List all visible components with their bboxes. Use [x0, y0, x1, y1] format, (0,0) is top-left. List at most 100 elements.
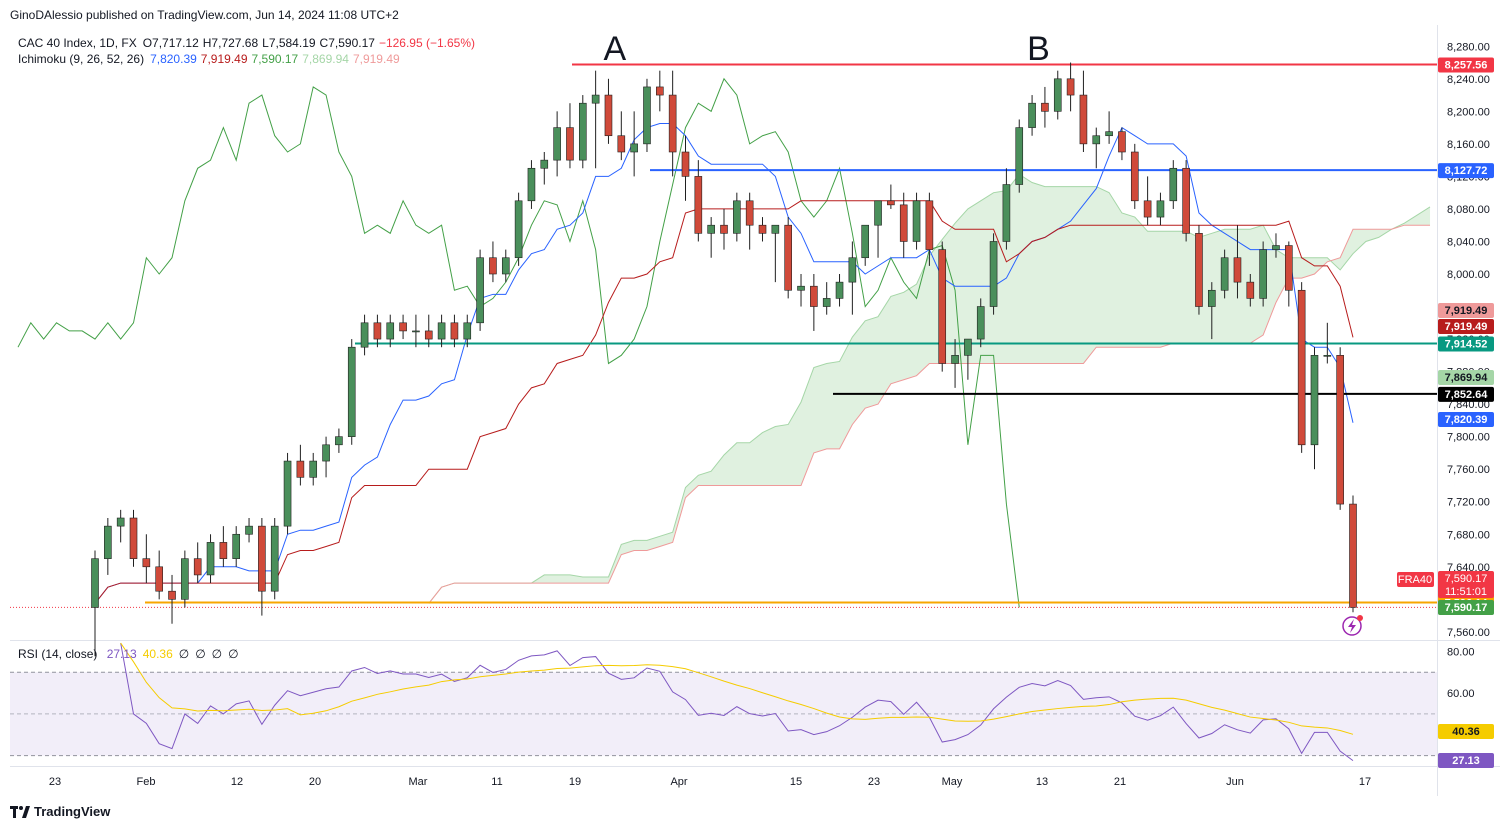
time-tick-label: 17 — [1359, 776, 1371, 788]
candle-body — [1169, 167, 1178, 202]
candle-body — [1092, 135, 1101, 145]
candle-body — [1143, 200, 1152, 218]
candle-body — [591, 94, 600, 104]
chart-legend: CAC 40 Index, 1D, FX O7,717.12 H7,727.68… — [18, 35, 479, 67]
low-value: L7,584.19 — [262, 36, 316, 50]
footer-logo[interactable]: TradingView — [10, 804, 110, 819]
ichimoku-value-3: 7,869.94 — [302, 52, 349, 66]
symbol-badge-text: FRA40 — [1398, 574, 1432, 586]
candle-body — [155, 566, 163, 592]
price-badge: 7,919.49 — [1438, 319, 1494, 334]
price-tick-label: 8,040.00 — [1447, 236, 1490, 248]
candle-body — [720, 224, 728, 234]
level-badge: 8,127.72 — [1438, 163, 1494, 179]
price-tick-label: 8,280.00 — [1447, 41, 1490, 53]
level-badge-text: 8,257.56 — [1445, 60, 1488, 72]
rsi-ma-line — [120, 642, 1354, 735]
ichimoku-cloud — [428, 174, 1431, 604]
candle-body — [964, 338, 972, 356]
price-badge-text: 7,820.39 — [1445, 414, 1488, 426]
price-badge-bg — [1438, 319, 1494, 334]
price-badge: 7,820.39 — [1438, 412, 1494, 427]
rsi-badge-bg — [1438, 753, 1494, 768]
time-tick-label: 20 — [309, 776, 321, 788]
price-tick-label: 7,760.00 — [1447, 464, 1490, 476]
level-badge: 7,914.52 — [1438, 336, 1494, 352]
candle-body — [1285, 245, 1293, 291]
last-price-text: 7,590.17 — [1445, 573, 1488, 585]
price-tick-label: 7,640.00 — [1447, 562, 1490, 574]
publisher-note: GinoDAlessio published on TradingView.co… — [10, 8, 399, 22]
candle-body — [1105, 131, 1113, 137]
ichimoku-label[interactable]: Ichimoku (9, 26, 52, 26) — [18, 52, 145, 66]
candle-body — [1310, 355, 1319, 446]
symbol-label[interactable]: CAC 40 Index, 1D, FX — [18, 36, 137, 50]
time-tick-label: Feb — [137, 776, 156, 788]
candle-body — [1233, 257, 1242, 283]
candle-body — [373, 322, 382, 340]
candle-body — [1207, 289, 1216, 307]
candle-body — [527, 167, 536, 202]
candle-body — [1272, 245, 1280, 250]
level-badge-bg — [1438, 163, 1494, 179]
rsi-label[interactable]: RSI (14, close) — [18, 647, 98, 661]
price-badge-bg — [1438, 412, 1494, 427]
annotation-label: A — [603, 30, 626, 68]
candle-body — [925, 200, 934, 250]
time-tick-label: 23 — [868, 776, 880, 788]
candle-body — [296, 460, 305, 478]
candle-body — [707, 224, 715, 234]
rsi-tick-label: 60.00 — [1447, 688, 1475, 700]
candle-body — [553, 127, 561, 161]
rsi-ma-badge-bg — [1438, 724, 1494, 739]
price-badge: 7,919.49 — [1438, 303, 1494, 318]
candle-body — [181, 558, 189, 600]
alert-icon-dot — [1357, 615, 1363, 621]
alert-icon — [1342, 615, 1363, 636]
candle-body — [412, 330, 420, 333]
candle-body — [116, 517, 125, 527]
candle-body — [335, 436, 343, 446]
candle-body — [322, 444, 330, 462]
high-value: H7,727.68 — [202, 36, 259, 50]
time-tick-label: Apr — [670, 776, 687, 788]
candle-body — [989, 241, 998, 307]
price-tick-label: 7,720.00 — [1447, 497, 1490, 509]
candle-body — [1066, 78, 1075, 96]
candle-body — [1220, 257, 1229, 291]
candle-body — [193, 558, 202, 576]
price-tick-label: 8,080.00 — [1447, 204, 1490, 216]
price-tick-label: 7,840.00 — [1447, 399, 1490, 411]
price-badge-bg — [1438, 370, 1494, 385]
candle-body — [463, 322, 472, 340]
candle-body — [437, 322, 446, 340]
rsi-value-5: ∅ — [228, 647, 239, 661]
rsi-value-2: ∅ — [178, 647, 190, 661]
price-badge-text: 7,590.17 — [1445, 602, 1488, 614]
candle-body — [681, 151, 690, 177]
rsi-tick-label: 80.00 — [1447, 646, 1475, 658]
candle-body — [399, 322, 407, 332]
countdown-text: 11:51:01 — [1445, 586, 1487, 598]
last-price-badge-bg — [1438, 571, 1494, 598]
candle-body — [938, 249, 947, 364]
candle-body — [489, 257, 497, 275]
footer-brand: TradingView — [34, 804, 111, 819]
level-badge-text: 7,852.64 — [1445, 389, 1489, 401]
close-value: C7,590.17 — [319, 36, 375, 50]
rsi-ma-badge: 40.36 — [1438, 724, 1494, 739]
price-tick-label: 7,680.00 — [1447, 529, 1490, 541]
candle-body — [1028, 102, 1036, 128]
candle-body — [1182, 167, 1190, 234]
price-tick-label: 7,800.00 — [1447, 432, 1490, 444]
candle-body — [450, 322, 459, 340]
candle-body — [694, 176, 703, 234]
candle-body — [630, 143, 638, 153]
candle-body — [578, 102, 587, 161]
candle-body — [245, 525, 253, 535]
candle-body — [232, 533, 241, 559]
price-tick-label: 8,200.00 — [1447, 106, 1490, 118]
candle-body — [887, 200, 895, 206]
candle-body — [604, 94, 613, 137]
